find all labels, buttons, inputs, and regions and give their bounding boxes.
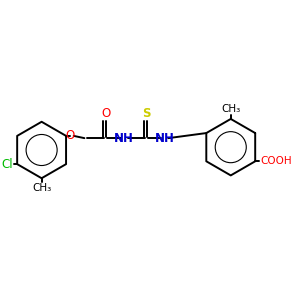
Text: S: S: [142, 107, 151, 120]
Text: CH₃: CH₃: [221, 104, 240, 114]
Text: Cl: Cl: [1, 158, 13, 171]
Text: NH: NH: [114, 132, 134, 145]
Text: COOH: COOH: [261, 156, 292, 166]
Text: CH₃: CH₃: [32, 183, 51, 193]
Text: NH: NH: [155, 132, 175, 145]
Text: O: O: [66, 129, 75, 142]
Text: O: O: [101, 107, 110, 120]
